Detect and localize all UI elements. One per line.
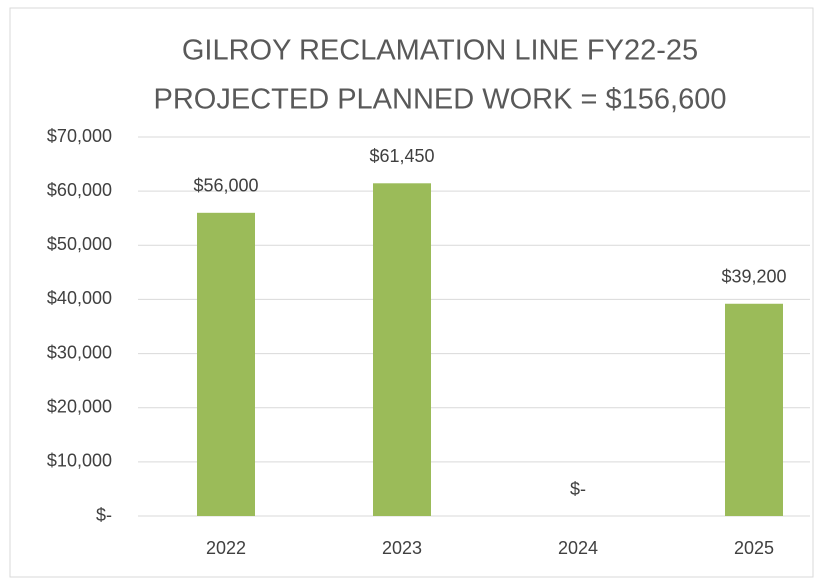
x-tick-label: 2022: [206, 538, 246, 558]
x-tick-label: 2024: [558, 538, 598, 558]
chart-title: PROJECTED PLANNED WORK = $156,600: [154, 84, 727, 116]
y-tick-label: $60,000: [47, 180, 112, 200]
x-tick-label: 2023: [382, 538, 422, 558]
bar: [197, 212, 255, 517]
chart-title: GILROY RECLAMATION LINE FY22-25: [182, 35, 698, 67]
data-label: $56,000: [193, 176, 258, 196]
bar: [373, 183, 431, 516]
data-label: $39,200: [721, 267, 786, 287]
data-label: $-: [570, 479, 586, 499]
y-tick-label: $20,000: [47, 396, 112, 416]
bar: [725, 303, 783, 516]
y-tick-label: $70,000: [47, 126, 112, 146]
data-label: $61,450: [369, 146, 434, 166]
x-tick-label: 2025: [734, 538, 774, 558]
y-tick-label: $-: [96, 505, 112, 525]
y-tick-label: $40,000: [47, 288, 112, 308]
y-tick-label: $30,000: [47, 342, 112, 362]
y-tick-label: $10,000: [47, 451, 112, 471]
y-tick-label: $50,000: [47, 234, 112, 254]
